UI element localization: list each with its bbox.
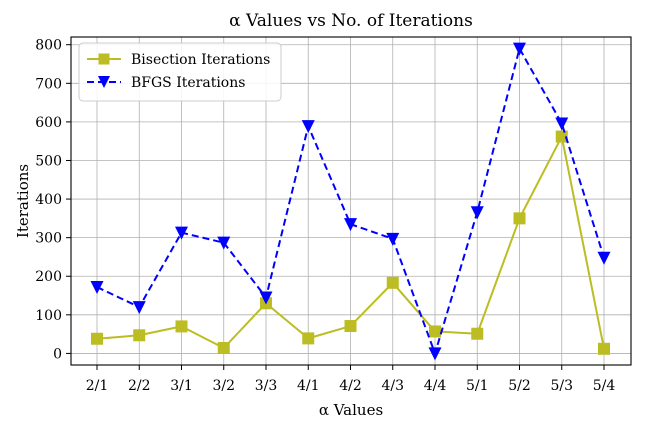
legend-label-bfgs: BFGS Iterations: [131, 75, 245, 91]
y-tick-label: 0: [53, 346, 62, 362]
x-tick-label: 3/3: [255, 378, 278, 394]
data-point-bisection: [555, 130, 568, 143]
x-tick-label: 4/2: [339, 378, 362, 394]
y-tick-label: 500: [35, 153, 62, 169]
y-tick-label: 800: [35, 38, 62, 54]
data-point-bisection: [217, 342, 230, 355]
data-point-bfgs: [217, 236, 231, 250]
y-tick-label: 100: [35, 308, 62, 324]
legend: Bisection Iterations BFGS Iterations: [78, 42, 282, 102]
x-tick-label: 5/2: [508, 378, 531, 394]
data-point-bfgs: [175, 226, 188, 240]
data-point-bfgs: [90, 281, 104, 295]
data-point-bisection: [91, 332, 103, 345]
data-point-bisection: [344, 320, 357, 333]
data-point-bfgs: [132, 301, 146, 315]
x-axis-label: α Values: [319, 401, 383, 419]
x-tick-label: 5/1: [466, 378, 489, 394]
data-point-bfgs: [470, 206, 484, 220]
y-tick-label: 700: [35, 76, 62, 92]
data-point-bisection: [513, 212, 526, 225]
data-point-bisection: [302, 332, 315, 345]
tick-layer: 2/1 2/2 3/1 3/2 3/3 4/1 4/2 4/3 4/4 5/1 5/2 5/3 5/4 0…: [35, 38, 615, 394]
data-point-bisection: [471, 327, 484, 340]
legend-marker-bfgs: [98, 76, 110, 88]
data-point-bisection: [175, 320, 188, 333]
y-tick-label: 300: [35, 231, 62, 247]
data-point-bfgs: [259, 291, 273, 305]
x-tick-label: 2/1: [86, 378, 109, 394]
x-tick-label: 3/2: [212, 378, 235, 394]
data-point-bfgs: [386, 232, 400, 246]
x-tick-label: 4/1: [297, 378, 320, 394]
y-tick-label: 400: [35, 192, 62, 208]
data-point-bfgs: [344, 218, 357, 232]
data-point-bfgs: [428, 347, 442, 361]
series-layer: [90, 42, 611, 361]
x-tick-label: 3/1: [170, 378, 193, 394]
y-tick-label: 600: [35, 115, 62, 131]
data-point-bisection: [133, 329, 146, 342]
data-point-bfgs: [555, 117, 569, 131]
legend-frame: [78, 42, 282, 102]
data-point-bfgs: [513, 42, 526, 56]
y-tick-label: 200: [35, 269, 62, 285]
legend-marker-bisection: [98, 53, 110, 65]
data-point-bfgs: [597, 251, 611, 265]
chart-title: α Values vs No. of Iterations: [229, 11, 473, 31]
data-point-bisection: [429, 325, 441, 338]
x-tick-label: 5/3: [550, 378, 573, 394]
x-tick-label: 5/4: [593, 378, 616, 394]
data-point-bisection: [598, 342, 610, 355]
x-tick-label: 2/2: [128, 378, 151, 394]
legend-label-bisection: Bisection Iterations: [131, 52, 270, 68]
x-tick-label: 4/3: [381, 378, 404, 394]
data-point-bisection: [386, 276, 399, 289]
y-axis-label: Iterations: [14, 164, 32, 238]
x-tick-label: 4/4: [424, 378, 447, 394]
data-point-bfgs: [301, 120, 315, 134]
